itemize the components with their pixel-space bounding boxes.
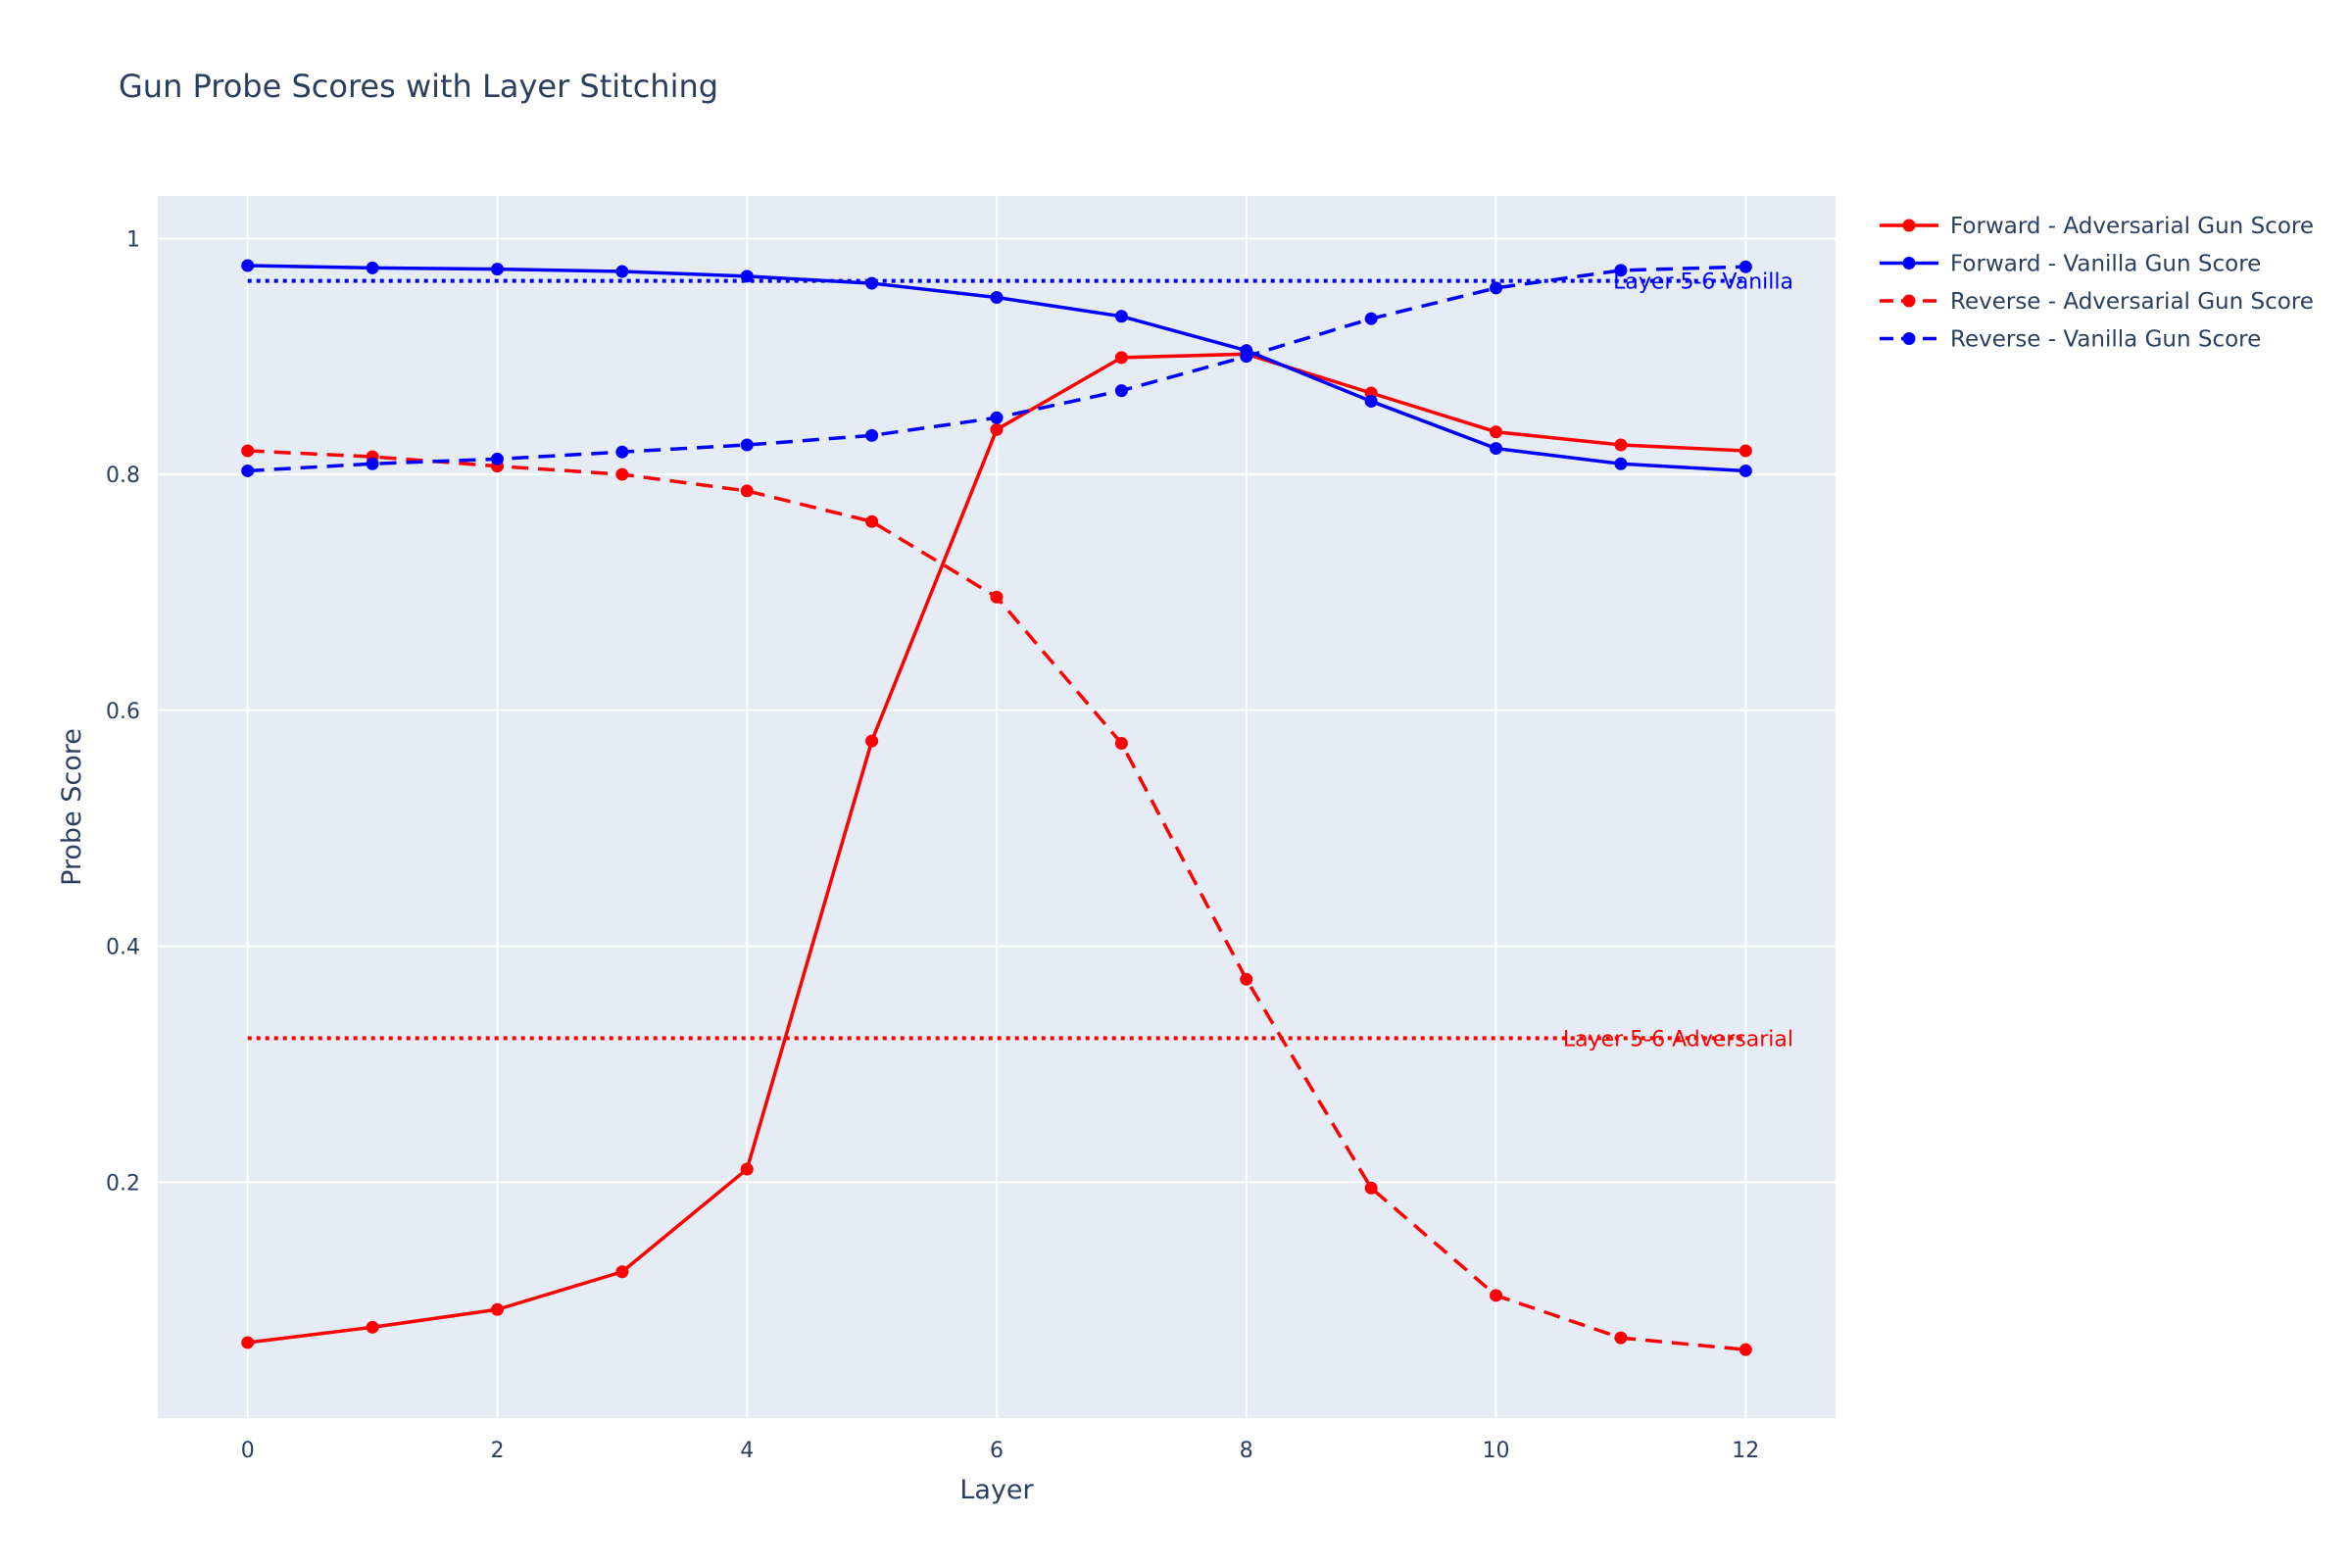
series-1 — [241, 347, 1752, 1349]
data-point — [1739, 1343, 1752, 1356]
data-point — [740, 438, 754, 452]
legend-item[interactable]: Forward - Adversarial Gun Score — [1880, 214, 2314, 239]
data-point — [1240, 972, 1253, 986]
x-tick-label: 2 — [490, 1439, 504, 1463]
data-point — [865, 428, 879, 442]
data-point — [366, 1320, 379, 1334]
y-tick-label: 0.6 — [106, 700, 140, 724]
y-tick-label: 0.4 — [106, 936, 140, 960]
data-point — [241, 1336, 255, 1349]
legend: Forward - Adversarial Gun Score Forward -… — [1880, 214, 2314, 353]
legend-swatch-marker — [1902, 219, 1916, 232]
x-tick-label: 4 — [740, 1439, 754, 1463]
data-point — [865, 514, 879, 528]
chart-title: Gun Probe Scores with Layer Stitching — [119, 68, 718, 105]
legend-swatch-marker — [1902, 332, 1916, 345]
reference-labels: Layer 5-6 Vanilla Layer 5-6 Adversarial — [1563, 270, 1793, 1053]
data-point — [1364, 312, 1378, 325]
data-point — [740, 270, 754, 283]
data-point — [1614, 1331, 1628, 1345]
legend-item[interactable]: Reverse - Vanilla Gun Score — [1880, 327, 2261, 353]
data-point — [990, 291, 1004, 305]
data-point — [490, 263, 504, 276]
legend-label: Reverse - Vanilla Gun Score — [1950, 327, 2261, 353]
legend-item[interactable]: Forward - Vanilla Gun Score — [1880, 252, 2261, 277]
data-point — [1614, 457, 1628, 470]
x-tick-label: 6 — [990, 1439, 1004, 1463]
data-point — [366, 261, 379, 274]
data-point — [615, 467, 629, 481]
grid-lines — [158, 196, 1836, 1418]
legend-label: Reverse - Adversarial Gun Score — [1950, 289, 2314, 315]
y-tick-labels: 0.2 0.4 0.6 0.8 1 — [106, 227, 140, 1196]
reference-lines — [247, 278, 1746, 1041]
legend-label: Forward - Vanilla Gun Score — [1950, 252, 2261, 277]
legend-label: Forward - Adversarial Gun Score — [1950, 214, 2314, 239]
data-point — [1240, 350, 1253, 364]
reference-line-label: Layer 5-6 Vanilla — [1613, 270, 1793, 295]
x-tick-label: 8 — [1240, 1439, 1253, 1463]
data-point — [740, 484, 754, 498]
data-point — [615, 445, 629, 459]
data-point — [1490, 442, 1503, 456]
data-point — [490, 452, 504, 466]
reference-line-label: Layer 5-6 Adversarial — [1563, 1027, 1793, 1052]
data-point — [1114, 351, 1128, 365]
data-point — [615, 265, 629, 278]
series-4 — [241, 260, 1752, 477]
data-point — [865, 276, 879, 290]
y-tick-label: 1 — [126, 227, 140, 252]
series-2 — [241, 259, 1752, 477]
x-axis-title: Layer — [959, 1475, 1034, 1505]
data-point — [1490, 425, 1503, 439]
data-point — [1739, 444, 1752, 458]
data-point — [1614, 438, 1628, 452]
data-point — [1739, 260, 1752, 273]
y-tick-label: 0.8 — [106, 464, 140, 488]
x-tick-label: 0 — [241, 1439, 255, 1463]
data-point — [1739, 464, 1752, 477]
legend-item[interactable]: Reverse - Adversarial Gun Score — [1880, 289, 2314, 315]
legend-swatch-marker — [1902, 294, 1916, 308]
data-point — [615, 1265, 629, 1279]
data-point — [990, 422, 1004, 436]
data-point — [865, 734, 879, 748]
y-tick-label: 0.2 — [106, 1171, 140, 1196]
series-group — [241, 259, 1752, 1356]
y-axis-title: Probe Score — [57, 728, 87, 886]
legend-swatch-marker — [1902, 257, 1916, 270]
x-tick-label: 12 — [1732, 1439, 1759, 1463]
data-point — [366, 457, 379, 470]
data-point — [1364, 394, 1378, 408]
data-point — [1614, 264, 1628, 277]
data-point — [1364, 1181, 1378, 1195]
data-point — [990, 590, 1004, 604]
data-point — [1114, 384, 1128, 398]
data-point — [490, 1302, 504, 1316]
x-tick-labels: 0 2 4 6 8 10 12 — [241, 1439, 1760, 1463]
data-point — [1114, 310, 1128, 323]
data-point — [1490, 1289, 1503, 1302]
data-point — [241, 464, 255, 477]
data-point — [990, 411, 1004, 424]
data-point — [241, 259, 255, 272]
x-tick-label: 10 — [1483, 1439, 1510, 1463]
data-point — [740, 1162, 754, 1176]
data-point — [1490, 281, 1503, 295]
data-point — [1114, 737, 1128, 751]
data-point — [241, 444, 255, 458]
